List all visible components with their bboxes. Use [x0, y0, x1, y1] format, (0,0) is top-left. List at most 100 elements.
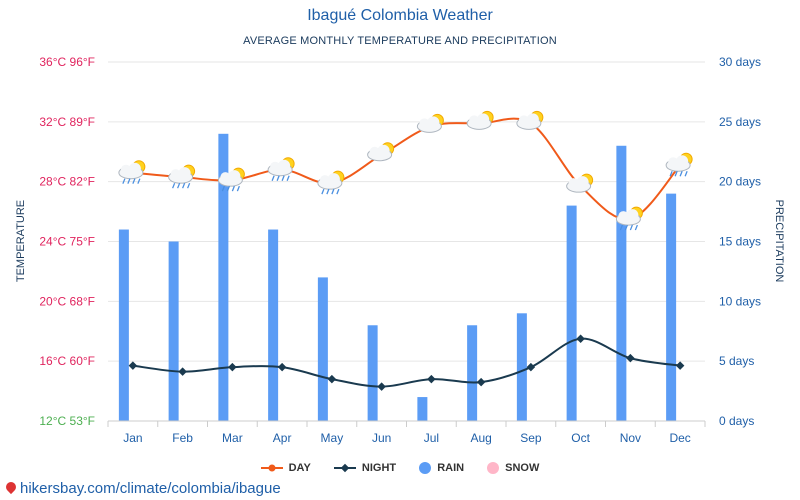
x-tick-label: Jan [123, 431, 142, 445]
right-tick-label: 5 days [719, 354, 754, 368]
partly-cloudy-rain-icon [118, 160, 146, 184]
cloud-shape [477, 113, 490, 126]
night-point [277, 362, 287, 372]
rain-bar [616, 145, 627, 421]
cloud-shape [568, 178, 579, 189]
cloud-shape [576, 176, 589, 189]
night-point [576, 334, 585, 343]
cloud-shape [518, 115, 529, 126]
left-tick-label: 16°C 60°F [39, 354, 95, 368]
rain-bar [666, 193, 677, 421]
x-tick-label: Aug [470, 431, 491, 445]
night-point [178, 367, 187, 376]
rain-legend-marker [419, 462, 432, 475]
rain-drop [669, 170, 673, 177]
cloud-shape [377, 144, 390, 157]
partly-cloudy-icon [516, 110, 544, 130]
night-point [626, 353, 635, 363]
cloud-shape [178, 167, 191, 180]
y-axis-label-temperature: TEMPERATURE [15, 200, 27, 282]
rain-bar [118, 229, 129, 421]
night-point [327, 374, 337, 384]
partly-cloudy-rain-icon [168, 164, 196, 189]
right-tick-label: 10 days [719, 294, 761, 308]
x-tick-label: Dec [669, 431, 690, 445]
rain-drop [684, 170, 688, 177]
cloud-shape [668, 157, 679, 168]
grid-lines [108, 61, 705, 422]
partly-cloudy-rain-icon [267, 157, 295, 181]
rain-drop [236, 185, 240, 192]
left-tick-label: 20°C 68°F [39, 294, 95, 308]
rain-drop [629, 224, 633, 231]
rain-drop [619, 224, 623, 231]
legend-label-night: NIGHT [361, 462, 397, 474]
night-point [128, 361, 138, 370]
x-tick-label: Nov [620, 431, 641, 445]
rain-drop [634, 224, 638, 231]
x-tick-label: Jun [372, 431, 391, 445]
rain-drop [172, 182, 176, 189]
cloud-shape [327, 173, 340, 186]
right-tick-label: 0 days [719, 414, 754, 428]
night-point [228, 362, 237, 372]
night-point [675, 361, 685, 370]
weather-icons [118, 110, 693, 231]
partly-cloudy-icon [466, 110, 494, 130]
rain-bar [467, 325, 478, 421]
rain-bar [566, 205, 577, 421]
rain-drop [137, 178, 141, 184]
y-axis-label-precipitation: PRECIPITATION [773, 200, 785, 283]
x-tick-label: May [321, 431, 344, 445]
right-tick-label: 25 days [719, 115, 761, 129]
rain-drop [281, 175, 285, 181]
x-tick-label: Oct [571, 431, 590, 445]
rain-drop [336, 188, 340, 195]
cloud-shape [419, 118, 430, 129]
legend-item-night[interactable]: NIGHT [333, 462, 397, 474]
rain-drop [187, 182, 191, 189]
partly-cloudy-rain-icon [615, 206, 643, 231]
day-legend-marker [260, 464, 283, 472]
night-point [377, 382, 386, 391]
rain-bar [516, 313, 527, 421]
rain-drop [276, 175, 280, 181]
x-tick-label: Mar [222, 431, 243, 445]
rain-bar [268, 229, 279, 421]
night-point [427, 374, 436, 384]
rain-bar [367, 325, 378, 421]
left-tick-label: 24°C 75°F [39, 235, 95, 249]
cloud-shape [128, 162, 141, 175]
left-tick-label: 28°C 82°F [39, 175, 95, 189]
partly-cloudy-rain-icon [217, 167, 245, 192]
chart-title: Ibagué Colombia Weather [307, 7, 493, 24]
cloud-shape [676, 155, 689, 168]
night-legend-marker [333, 463, 356, 473]
legend-item-snow[interactable]: SNOW [487, 462, 540, 475]
cloud-shape [278, 159, 291, 172]
cloud-shape [626, 209, 639, 222]
chart-subtitle: AVERAGE MONTHLY TEMPERATURE AND PRECIPIT… [243, 35, 557, 47]
legend-item-day[interactable]: DAY [260, 462, 311, 474]
rain-drop [286, 175, 290, 181]
night-point [526, 362, 536, 372]
rain-drop [674, 170, 678, 177]
left-tick-label: 12°C 53°F [39, 414, 95, 428]
night-temperature-line [132, 337, 681, 388]
cloud-shape [369, 146, 380, 157]
legend-label-rain: RAIN [437, 462, 465, 474]
x-tick-label: Jul [424, 431, 439, 445]
rain-bar [417, 397, 428, 421]
x-tick-label: Sep [520, 431, 542, 445]
temperature-lines [128, 117, 685, 391]
day-temperature-line [132, 117, 681, 221]
legend-label-snow: SNOW [505, 462, 540, 474]
rain-drop [271, 175, 275, 181]
rain-drop [182, 182, 186, 189]
legend-item-rain[interactable]: RAIN [419, 462, 465, 475]
partly-cloudy-icon [416, 113, 444, 133]
rain-drop [321, 188, 325, 195]
right-tick-label: 15 days [719, 235, 761, 249]
footer-link[interactable]: hikersbay.com/climate/colombia/ibague [3, 479, 281, 497]
